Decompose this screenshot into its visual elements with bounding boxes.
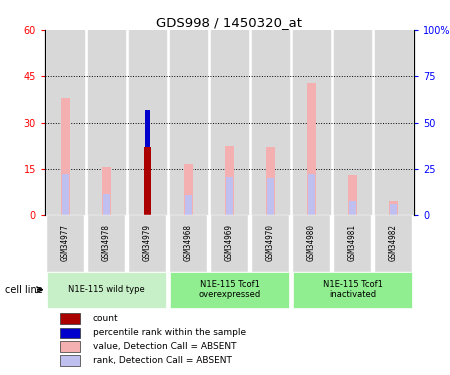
Bar: [88, 30, 125, 215]
Bar: [102, 167, 111, 215]
Bar: [389, 201, 398, 215]
Text: value, Detection Call = ABSENT: value, Detection Call = ABSENT: [93, 342, 236, 351]
Bar: [307, 82, 316, 215]
Text: GSM34970: GSM34970: [266, 224, 275, 261]
Bar: [225, 146, 234, 215]
Bar: [293, 30, 330, 215]
Bar: [103, 194, 110, 215]
Bar: [293, 272, 412, 308]
Bar: [170, 30, 207, 215]
Bar: [211, 30, 248, 215]
Text: GSM34977: GSM34977: [61, 224, 70, 261]
Bar: [170, 272, 289, 308]
Bar: [375, 215, 412, 272]
Bar: [185, 195, 192, 215]
Bar: [348, 175, 357, 215]
Text: GSM34981: GSM34981: [348, 224, 357, 261]
Bar: [184, 164, 193, 215]
Text: cell line: cell line: [5, 285, 43, 295]
Bar: [375, 30, 412, 215]
Bar: [334, 30, 371, 215]
Bar: [390, 204, 397, 215]
Bar: [226, 177, 233, 215]
Bar: [47, 272, 166, 308]
Bar: [211, 215, 248, 272]
Text: percentile rank within the sample: percentile rank within the sample: [93, 328, 246, 338]
Bar: [334, 215, 371, 272]
Bar: [60, 355, 80, 366]
Text: GSM34980: GSM34980: [307, 224, 316, 261]
Bar: [60, 341, 80, 352]
Title: GDS998 / 1450320_at: GDS998 / 1450320_at: [157, 16, 302, 29]
Text: N1E-115 Tcof1
inactivated: N1E-115 Tcof1 inactivated: [323, 280, 382, 300]
Text: GSM34968: GSM34968: [184, 224, 193, 261]
Bar: [47, 215, 84, 272]
Bar: [62, 174, 69, 215]
Text: GSM34982: GSM34982: [389, 224, 398, 261]
Bar: [129, 30, 166, 215]
Bar: [252, 30, 289, 215]
Bar: [293, 215, 330, 272]
Bar: [266, 147, 275, 215]
Bar: [267, 178, 274, 215]
Bar: [252, 215, 289, 272]
Text: count: count: [93, 314, 119, 323]
Bar: [60, 328, 80, 338]
Text: GSM34978: GSM34978: [102, 224, 111, 261]
Text: GSM34979: GSM34979: [143, 224, 152, 261]
Bar: [308, 174, 315, 215]
Bar: [60, 313, 80, 324]
Bar: [88, 215, 125, 272]
Bar: [47, 30, 84, 215]
Bar: [170, 215, 207, 272]
Bar: [145, 110, 150, 147]
Bar: [129, 215, 166, 272]
Bar: [144, 147, 151, 215]
Text: rank, Detection Call = ABSENT: rank, Detection Call = ABSENT: [93, 356, 232, 365]
Bar: [61, 98, 70, 215]
Text: GSM34969: GSM34969: [225, 224, 234, 261]
Text: N1E-115 wild type: N1E-115 wild type: [68, 285, 145, 294]
Text: N1E-115 Tcof1
overexpressed: N1E-115 Tcof1 overexpressed: [198, 280, 261, 300]
Bar: [349, 201, 356, 215]
